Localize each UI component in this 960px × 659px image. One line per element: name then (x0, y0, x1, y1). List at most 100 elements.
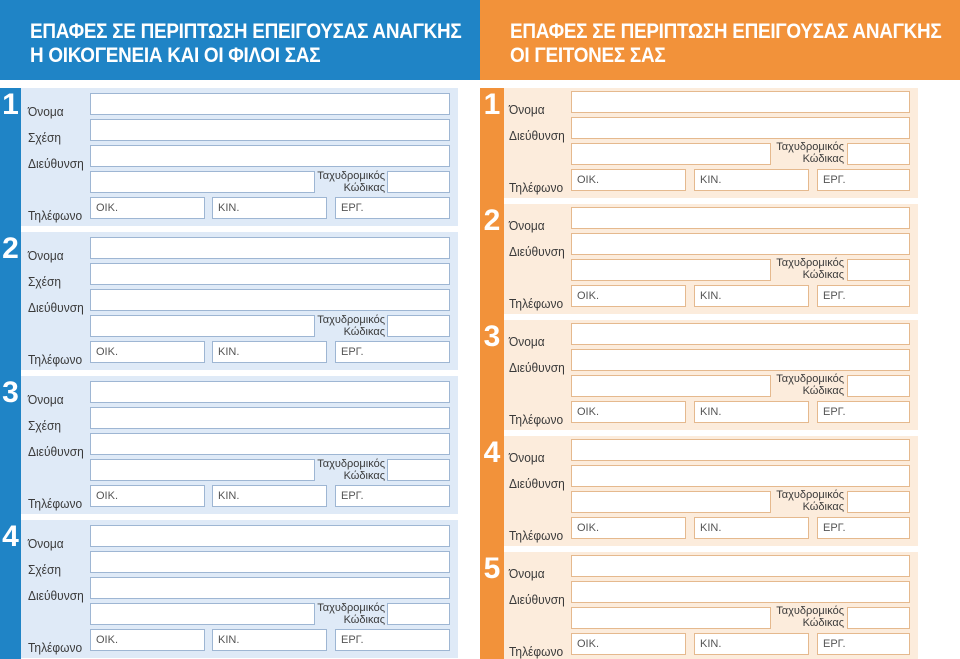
address-field-2[interactable] (571, 375, 771, 397)
mobile-phone-field[interactable]: ΚΙΝ. (694, 633, 809, 655)
mobile-phone-field[interactable]: ΚΙΝ. (694, 169, 809, 191)
address-field[interactable] (571, 581, 910, 603)
name-field[interactable] (90, 93, 450, 115)
zip-code-field[interactable] (847, 375, 910, 397)
neighbors-header: ΕΠΑΦΕΣ ΣΕ ΠΕΡΙΠΤΩΣΗ ΕΠΕΙΓΟΥΣΑΣ ΑΝΑΓΚΗΣ Ο… (480, 0, 960, 80)
entry-number: 4 (2, 520, 19, 553)
address-field[interactable] (571, 465, 910, 487)
relation-label: Σχέση (28, 562, 62, 577)
relation-field[interactable] (90, 119, 450, 141)
phone-label: Τηλέφωνο (509, 180, 564, 195)
zip-code-field[interactable] (387, 603, 450, 625)
relation-field[interactable] (90, 263, 450, 285)
address-field-2[interactable] (90, 315, 315, 337)
name-field[interactable] (90, 237, 450, 259)
address-field[interactable] (571, 349, 910, 371)
work-phone-field[interactable]: ΕΡΓ. (335, 197, 450, 219)
name-field[interactable] (571, 91, 910, 113)
entry-number: 2 (483, 204, 501, 237)
work-phone-field[interactable]: ΕΡΓ. (817, 169, 910, 191)
home-phone-field[interactable]: ΟΙΚ. (90, 197, 205, 219)
zip-code-label: Ταχυδρομικός Κώδικας (774, 605, 844, 629)
address-field[interactable] (571, 117, 910, 139)
name-field[interactable] (90, 525, 450, 547)
name-field[interactable] (571, 323, 910, 345)
address-field[interactable] (90, 289, 450, 311)
address-field-2[interactable] (90, 459, 315, 481)
name-label: Όνομα (509, 566, 545, 581)
neighbor-entry: 4 Όνομα Διεύθυνση Ταχυδρομικός Κώδικας Τηλέφω… (484, 436, 918, 546)
zip-code-field[interactable] (387, 459, 450, 481)
zip-label-line1: Ταχυδρομικός (776, 489, 844, 501)
address-field-2[interactable] (90, 171, 315, 193)
zip-code-field[interactable] (387, 171, 450, 193)
home-phone-field[interactable]: ΟΙΚ. (571, 633, 686, 655)
mobile-phone-field[interactable]: ΚΙΝ. (212, 341, 327, 363)
work-phone-field[interactable]: ΕΡΓ. (335, 341, 450, 363)
name-field[interactable] (571, 555, 910, 577)
relation-label: Σχέση (28, 130, 62, 145)
family-entry: 2 Όνομα Σχέση Διεύθυνση Ταχυδρομικός Κώδικας Τ… (2, 232, 458, 370)
zip-code-label: Ταχυδρομικός Κώδικας (774, 489, 844, 513)
entry-number: 1 (2, 88, 19, 121)
address-field[interactable] (571, 233, 910, 255)
zip-code-field[interactable] (387, 315, 450, 337)
address-label: Διεύθυνση (28, 156, 84, 171)
mobile-phone-field[interactable]: ΚΙΝ. (212, 485, 327, 507)
name-field[interactable] (571, 439, 910, 461)
zip-label-line2: Κώδικας (802, 153, 844, 165)
neighbors-panel: ΕΠΑΦΕΣ ΣΕ ΠΕΡΙΠΤΩΣΗ ΕΠΕΙΓΟΥΣΑΣ ΑΝΑΓΚΗΣ Ο… (480, 0, 960, 659)
mobile-phone-field[interactable]: ΚΙΝ. (212, 629, 327, 651)
mobile-phone-field[interactable]: ΚΙΝ. (694, 517, 809, 539)
work-phone-field[interactable]: ΕΡΓ. (335, 485, 450, 507)
address-field-2[interactable] (571, 143, 771, 165)
zip-label-line1: Ταχυδρομικός (317, 314, 385, 326)
work-phone-field[interactable]: ΕΡΓ. (817, 517, 910, 539)
address-field-2[interactable] (90, 603, 315, 625)
address-field-2[interactable] (571, 259, 771, 281)
home-phone-field[interactable]: ΟΙΚ. (571, 285, 686, 307)
zip-code-label: Ταχυδρομικός Κώδικας (317, 314, 385, 338)
relation-label: Σχέση (28, 274, 62, 289)
name-label: Όνομα (28, 248, 64, 263)
zip-code-field[interactable] (847, 607, 910, 629)
entry-number: 5 (483, 552, 501, 585)
home-phone-field[interactable]: ΟΙΚ. (90, 341, 205, 363)
home-phone-field[interactable]: ΟΙΚ. (571, 517, 686, 539)
name-field[interactable] (90, 381, 450, 403)
work-phone-field[interactable]: ΕΡΓ. (335, 629, 450, 651)
mobile-phone-field[interactable]: ΚΙΝ. (694, 285, 809, 307)
phone-label: Τηλέφωνο (509, 296, 564, 311)
zip-label-line2: Κώδικας (802, 269, 844, 281)
family-friends-panel: ΕΠΑΦΕΣ ΣΕ ΠΕΡΙΠΤΩΣΗ ΕΠΕΙΓΟΥΣΑΣ ΑΝΑΓΚΗΣ Η… (0, 0, 480, 659)
zip-label-line1: Ταχυδρομικός (776, 605, 844, 617)
address-field[interactable] (90, 577, 450, 599)
name-field[interactable] (571, 207, 910, 229)
zip-code-label: Ταχυδρομικός Κώδικας (317, 602, 385, 626)
home-phone-field[interactable]: ΟΙΚ. (90, 629, 205, 651)
address-field-2[interactable] (571, 607, 771, 629)
work-phone-field[interactable]: ΕΡΓ. (817, 285, 910, 307)
address-label: Διεύθυνση (509, 592, 565, 607)
name-label: Όνομα (509, 218, 545, 233)
address-field[interactable] (90, 433, 450, 455)
work-phone-field[interactable]: ΕΡΓ. (817, 633, 910, 655)
home-phone-field[interactable]: ΟΙΚ. (571, 169, 686, 191)
work-phone-field[interactable]: ΕΡΓ. (817, 401, 910, 423)
mobile-phone-field[interactable]: ΚΙΝ. (212, 197, 327, 219)
entry-number: 3 (2, 376, 19, 409)
relation-field[interactable] (90, 407, 450, 429)
family-entry: 3 Όνομα Σχέση Διεύθυνση Ταχυδρομικός Κώδικας Τ… (2, 376, 458, 514)
address-field-2[interactable] (571, 491, 771, 513)
home-phone-field[interactable]: ΟΙΚ. (571, 401, 686, 423)
address-field[interactable] (90, 145, 450, 167)
mobile-phone-field[interactable]: ΚΙΝ. (694, 401, 809, 423)
zip-code-field[interactable] (847, 143, 910, 165)
name-label: Όνομα (509, 450, 545, 465)
phone-label: Τηλέφωνο (28, 352, 83, 367)
relation-field[interactable] (90, 551, 450, 573)
zip-code-field[interactable] (847, 491, 910, 513)
zip-code-field[interactable] (847, 259, 910, 281)
home-phone-field[interactable]: ΟΙΚ. (90, 485, 205, 507)
name-label: Όνομα (28, 104, 64, 119)
